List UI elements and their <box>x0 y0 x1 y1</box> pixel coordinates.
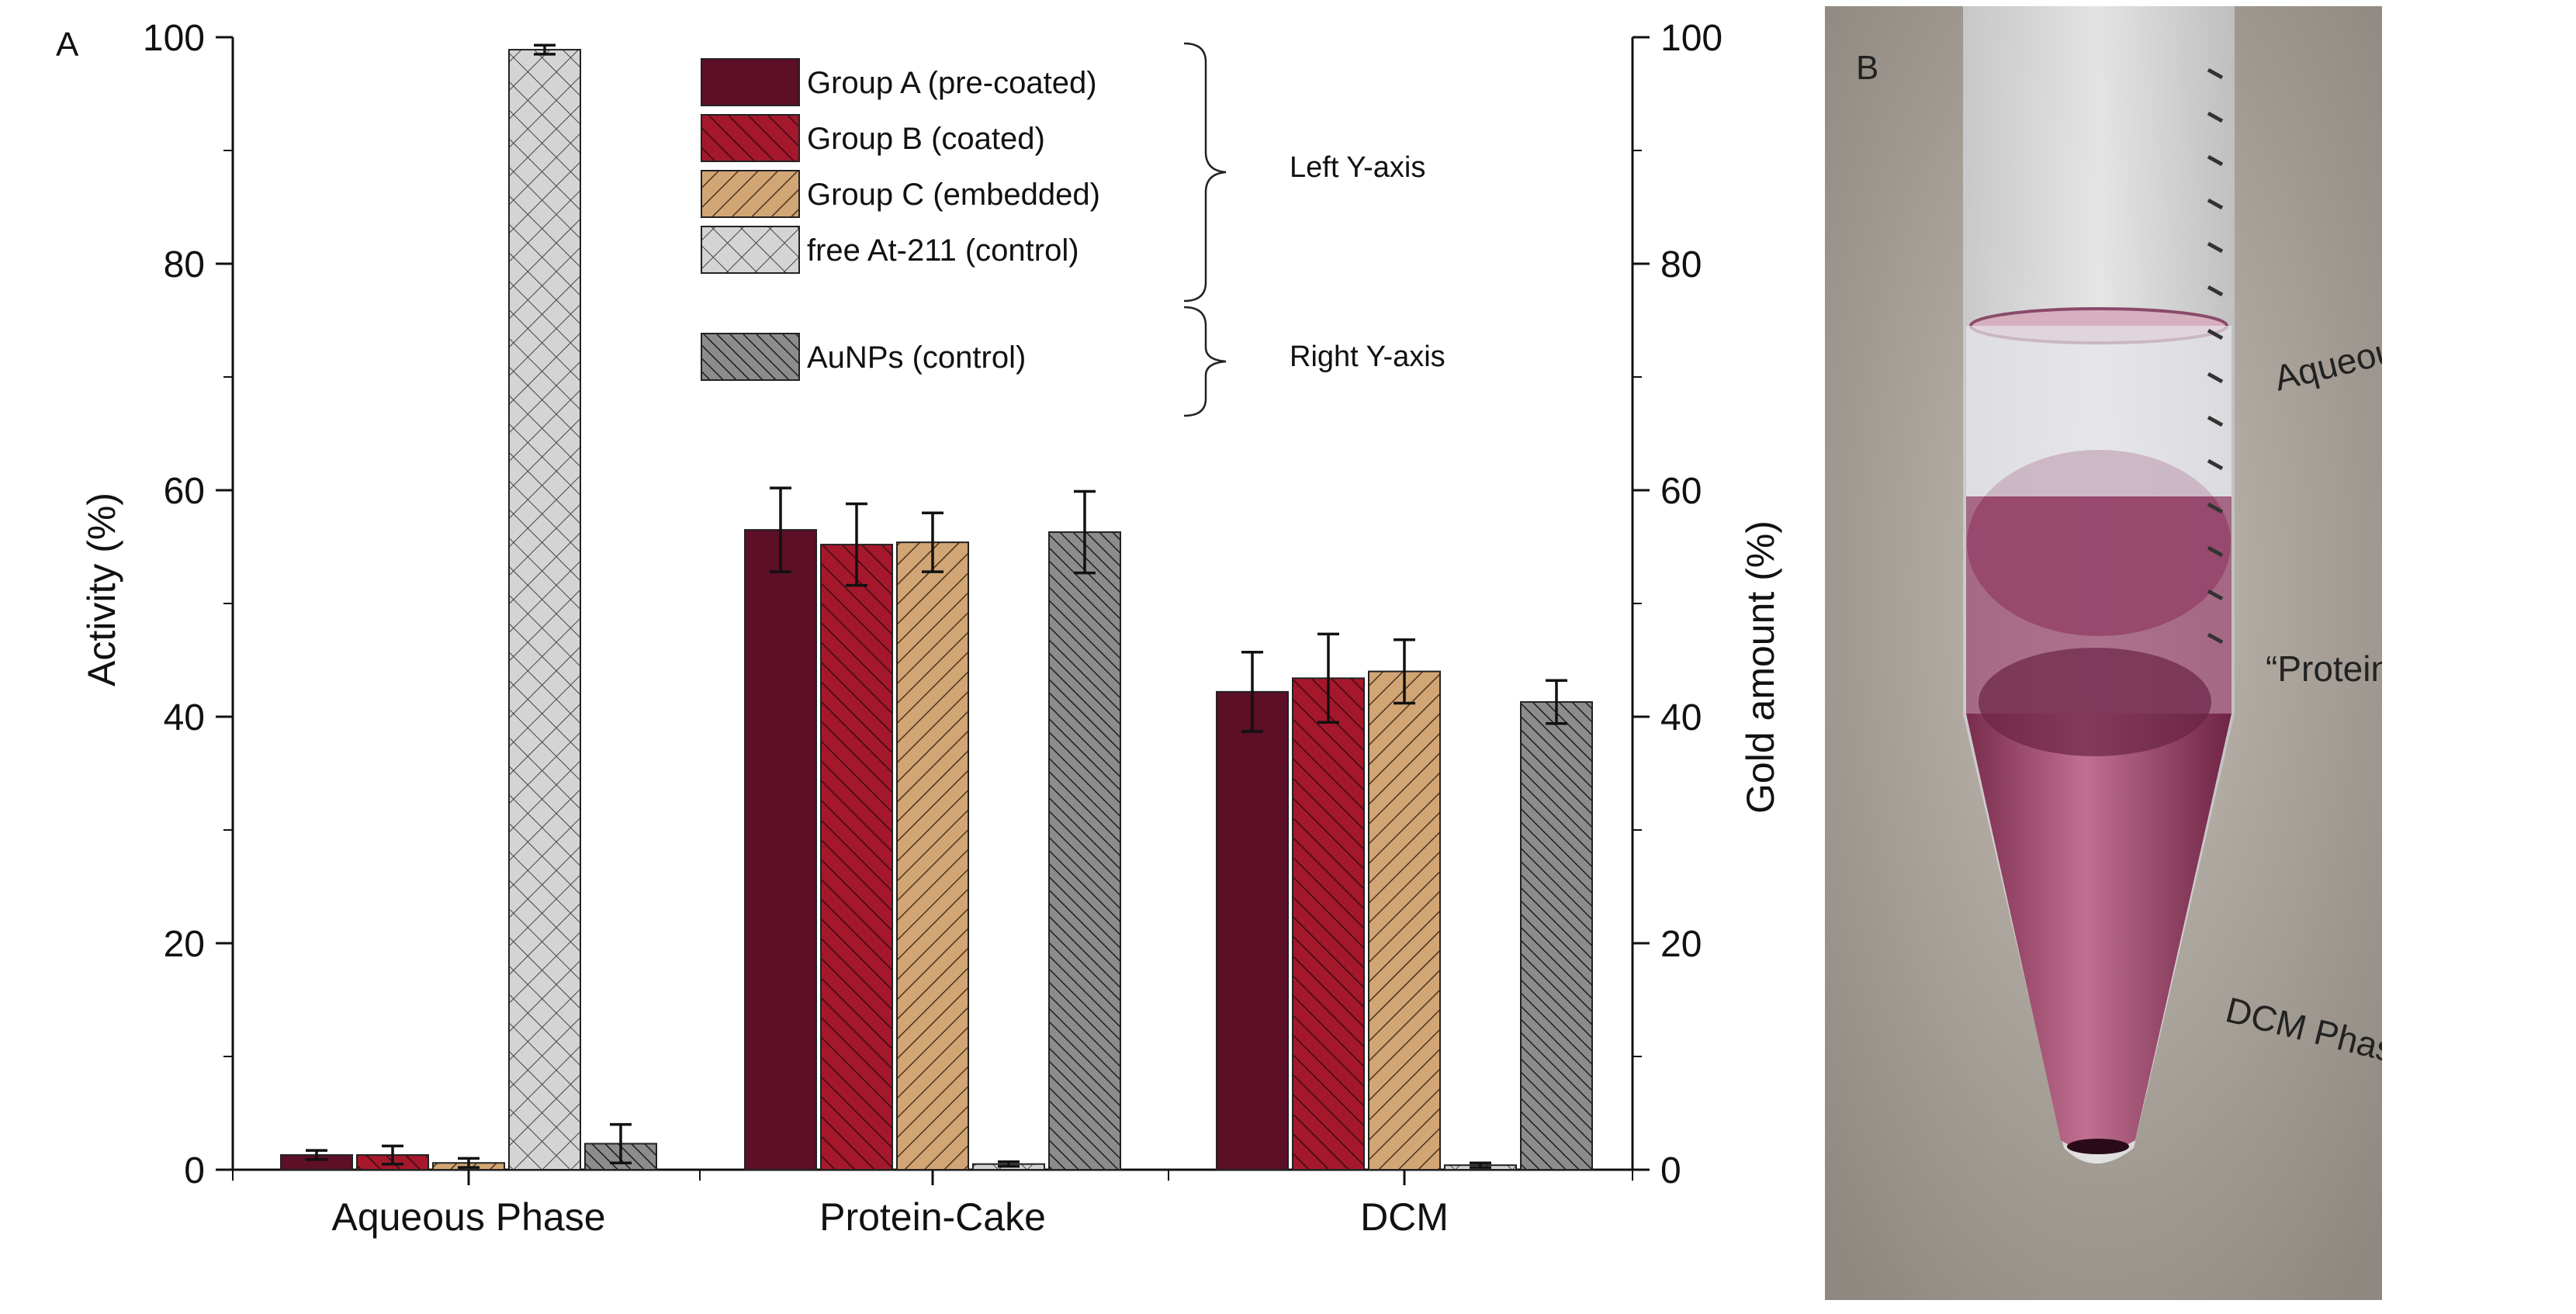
legend-label: Group C (embedded) <box>807 178 1100 212</box>
left-tick-label: 20 <box>164 924 205 965</box>
panel-b-label: B <box>1856 49 1878 87</box>
right-tick-label: 100 <box>1660 18 1723 59</box>
y2-axis-title: Gold amount (%) <box>1739 520 1782 814</box>
bar <box>1048 531 1121 1170</box>
left-tick-label: 0 <box>184 1150 205 1191</box>
bar <box>1292 677 1365 1170</box>
graduation-mark <box>2207 415 2224 427</box>
pellet <box>2067 1139 2129 1154</box>
aqueous-phase-liquid <box>1966 326 2231 496</box>
x-tick-label: Protein-Cake <box>819 1195 1046 1239</box>
legend-group-left-axis: Left Y-axis <box>1290 151 1425 184</box>
bar <box>896 541 969 1170</box>
legend-swatch <box>701 58 800 106</box>
graduation-mark <box>2207 632 2224 645</box>
right-tick-label: 60 <box>1660 471 1702 512</box>
label-protein-cake: “Protein-Cake” <box>2266 648 2498 689</box>
photo-panel: B Aqueous Phase “Protein-Cake” DCM Phase <box>1825 6 2498 1300</box>
right-tick-label: 40 <box>1660 697 1702 738</box>
legend: Group A (pre-coated) Group B (coated) Grou… <box>701 58 1100 381</box>
dcm-phase-liquid <box>1966 714 2231 1152</box>
x-ticks: Aqueous Phase Protein-Cake DCM <box>232 1170 1633 1239</box>
left-tick-label: 80 <box>164 244 205 285</box>
x-tick-label: DCM <box>1360 1195 1449 1239</box>
graduation-mark <box>2207 502 2224 514</box>
x-tick-label: Aqueous Phase <box>331 1195 605 1239</box>
right-tick-label: 20 <box>1660 924 1702 965</box>
bar <box>1520 701 1593 1170</box>
chart-panel: A 0 20 40 60 80 100 0 20 40 60 80 100 Aqueous Phas… <box>56 18 1782 1239</box>
legend-swatch <box>701 170 800 218</box>
legend-group-right-axis: Right Y-axis <box>1290 341 1446 373</box>
right-tick-label: 80 <box>1660 244 1702 285</box>
error-bars <box>306 43 1567 1169</box>
graduation-mark <box>2207 458 2224 471</box>
legend-swatch <box>701 114 800 162</box>
right-tick-label: 0 <box>1660 1150 1681 1191</box>
legend-label: AuNPs (control) <box>807 341 1026 375</box>
left-tick-label: 100 <box>143 18 205 59</box>
cake-shadow <box>1979 648 2211 756</box>
graduation-mark <box>2207 372 2224 384</box>
legend-bracket-right-axis <box>1183 306 1227 417</box>
legend-label: Group B (coated) <box>807 122 1045 156</box>
graduation-mark <box>2207 67 2224 80</box>
y-axis-title: Activity (%) <box>80 493 123 686</box>
legend-swatch <box>701 226 800 274</box>
bar <box>508 49 581 1170</box>
graduation-mark <box>2207 285 2224 297</box>
graduation-mark <box>2207 241 2224 254</box>
left-tick-label: 60 <box>164 471 205 512</box>
left-tick-label: 40 <box>164 697 205 738</box>
legend-label: free At-211 (control) <box>807 233 1079 268</box>
graduation-mark <box>2207 198 2224 210</box>
legend-bracket-left-axis <box>1183 42 1227 303</box>
graduation-mark <box>2207 111 2224 123</box>
legend-label: Group A (pre-coated) <box>807 66 1097 100</box>
right-y-ticks: 0 20 40 60 80 100 <box>1633 18 1723 1191</box>
graduation-mark <box>2207 589 2224 601</box>
bar <box>744 529 817 1170</box>
graduation-mark <box>2207 545 2224 558</box>
legend-swatch <box>701 333 800 381</box>
bar <box>1216 690 1289 1170</box>
bar <box>820 544 893 1170</box>
graduation-mark <box>2207 328 2224 341</box>
panel-a-label: A <box>56 26 79 64</box>
left-y-ticks: 0 20 40 60 80 100 <box>143 18 233 1191</box>
bar <box>1368 670 1441 1170</box>
bars <box>280 49 1593 1171</box>
graduation-mark <box>2207 154 2224 167</box>
graduation-marks <box>2207 67 2224 645</box>
